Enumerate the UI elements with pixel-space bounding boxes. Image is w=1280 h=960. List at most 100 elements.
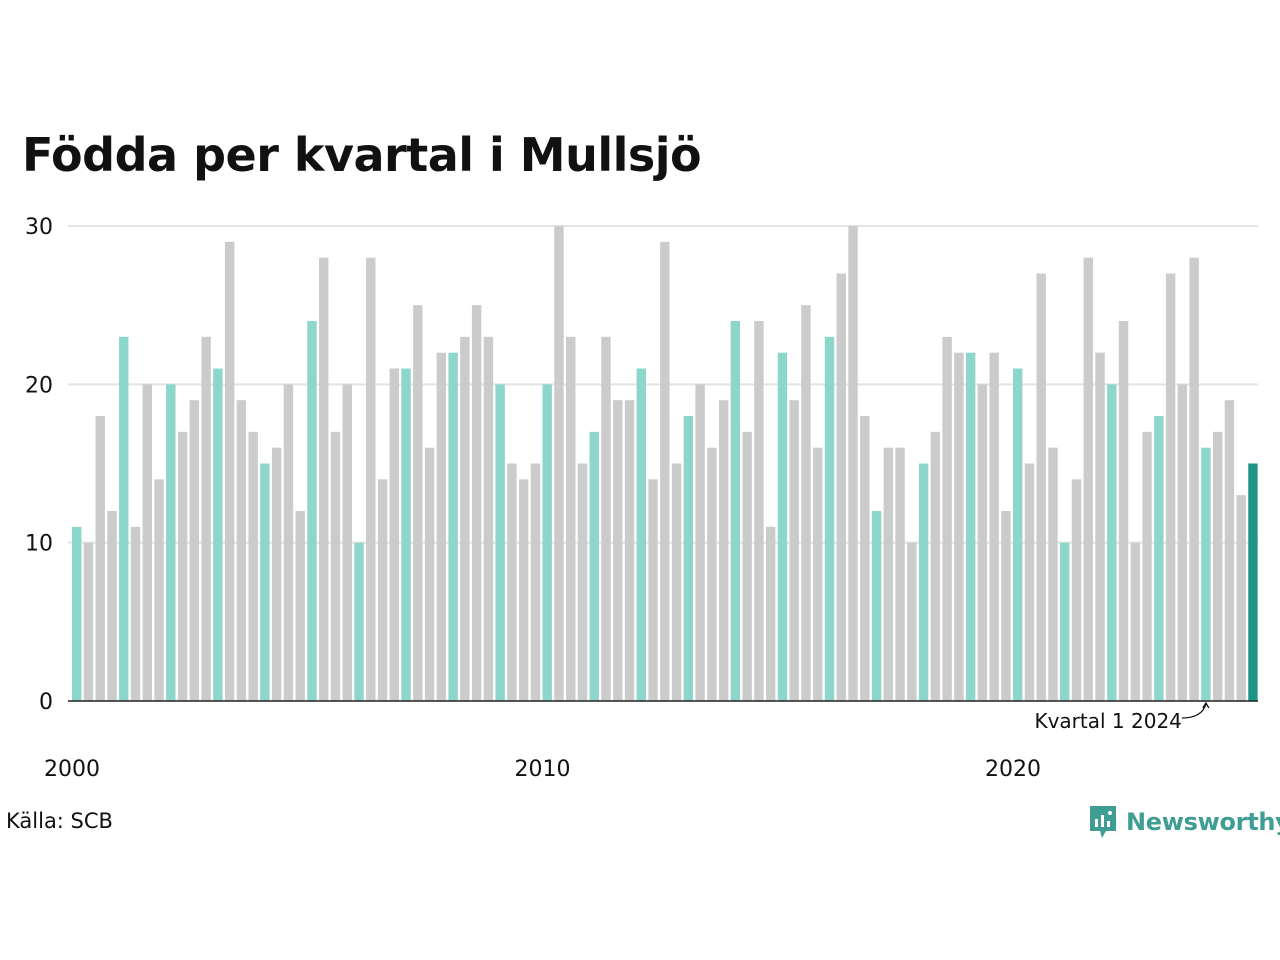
bar bbox=[224, 241, 235, 701]
bar bbox=[342, 384, 352, 701]
x-tick-label: 2000 bbox=[44, 757, 100, 782]
bar bbox=[1012, 368, 1023, 701]
bar bbox=[1024, 463, 1035, 701]
bar bbox=[730, 321, 741, 701]
bar bbox=[1248, 463, 1258, 701]
bar bbox=[813, 447, 823, 701]
bar bbox=[401, 368, 411, 701]
bar bbox=[295, 511, 305, 701]
bar bbox=[918, 463, 929, 701]
x-tick-labels: 2000 2010 2020 bbox=[44, 757, 1041, 782]
bar bbox=[801, 305, 811, 701]
x-tick-label: 2010 bbox=[515, 757, 571, 782]
bar bbox=[954, 352, 964, 701]
bar bbox=[554, 226, 564, 701]
bar bbox=[366, 257, 376, 701]
bar bbox=[236, 400, 247, 701]
bar bbox=[1142, 431, 1152, 701]
bar bbox=[413, 305, 423, 701]
bar bbox=[1224, 400, 1235, 701]
bar bbox=[72, 526, 82, 701]
bar bbox=[1118, 321, 1129, 701]
bar bbox=[377, 479, 388, 701]
source-note: Källa: SCB bbox=[6, 809, 113, 833]
bar bbox=[1154, 416, 1164, 701]
bar bbox=[718, 400, 729, 701]
bar bbox=[942, 336, 952, 701]
bar bbox=[213, 368, 223, 701]
bar bbox=[742, 431, 752, 701]
bar bbox=[154, 479, 164, 701]
bar bbox=[636, 368, 646, 701]
bar bbox=[1212, 431, 1223, 701]
bar bbox=[695, 384, 705, 701]
bar bbox=[260, 463, 270, 701]
chart-title: Födda per kvartal i Mullsjö bbox=[22, 128, 702, 182]
bar bbox=[1083, 257, 1093, 701]
bar bbox=[1048, 447, 1058, 701]
bar bbox=[483, 336, 494, 701]
bar bbox=[436, 352, 447, 701]
bar bbox=[83, 542, 94, 701]
annotation-label: Kvartal 1 2024 bbox=[1034, 709, 1181, 733]
bar bbox=[1177, 384, 1188, 701]
y-tick-labels: 0 10 20 30 bbox=[25, 215, 53, 715]
bar bbox=[389, 368, 399, 701]
newsworthy-logo[interactable]: Newsworthy bbox=[1088, 804, 1280, 840]
bar bbox=[1095, 352, 1105, 701]
bar bbox=[836, 273, 846, 701]
bar bbox=[1201, 447, 1211, 701]
bar bbox=[754, 321, 764, 701]
bar bbox=[248, 431, 258, 701]
bar bbox=[95, 416, 105, 701]
y-tick-label: 20 bbox=[25, 373, 53, 398]
bar bbox=[1036, 273, 1046, 701]
brand-name: Newsworthy bbox=[1126, 808, 1280, 836]
bar bbox=[577, 463, 588, 701]
bar bbox=[824, 336, 835, 701]
bar bbox=[989, 352, 999, 701]
bar bbox=[895, 447, 905, 701]
bar bbox=[707, 447, 717, 701]
bar bbox=[660, 241, 670, 701]
bar bbox=[130, 526, 141, 701]
bar bbox=[977, 384, 988, 701]
bar bbox=[495, 384, 505, 701]
bar bbox=[1165, 273, 1176, 701]
annotation-arrow bbox=[1181, 701, 1210, 719]
newsworthy-logo-icon bbox=[1090, 806, 1116, 838]
bar bbox=[518, 479, 529, 701]
bar bbox=[965, 352, 976, 701]
bar bbox=[507, 463, 517, 701]
bar bbox=[1236, 495, 1246, 701]
bar bbox=[177, 431, 188, 701]
bar bbox=[1071, 479, 1082, 701]
bar bbox=[848, 226, 858, 701]
bar bbox=[624, 400, 635, 701]
bar bbox=[107, 511, 117, 701]
bar bbox=[142, 384, 152, 701]
y-tick-label: 10 bbox=[25, 532, 53, 557]
bar bbox=[319, 257, 329, 701]
bar bbox=[189, 400, 200, 701]
bar bbox=[119, 336, 129, 701]
bar bbox=[777, 352, 788, 701]
bar bbox=[1189, 257, 1199, 701]
bar bbox=[566, 336, 576, 701]
bar bbox=[201, 336, 211, 701]
y-tick-label: 0 bbox=[39, 690, 53, 715]
bar bbox=[1130, 542, 1141, 701]
bar bbox=[683, 416, 694, 701]
bar bbox=[613, 400, 623, 701]
bar bbox=[271, 447, 282, 701]
bar bbox=[648, 479, 658, 701]
bar bbox=[871, 511, 882, 701]
bar bbox=[166, 384, 176, 701]
bar bbox=[330, 431, 341, 701]
bar bbox=[1107, 384, 1117, 701]
bar bbox=[542, 384, 552, 701]
x-tick-label: 2020 bbox=[985, 757, 1041, 782]
bar bbox=[1001, 511, 1011, 701]
bar bbox=[424, 447, 435, 701]
